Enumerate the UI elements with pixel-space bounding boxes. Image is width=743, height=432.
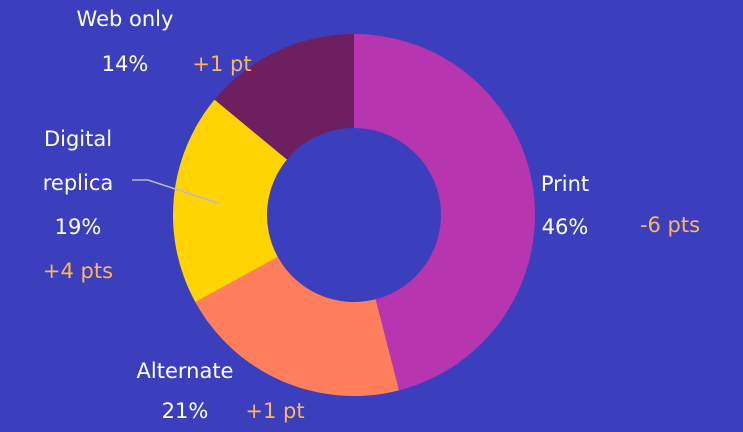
slice-value-label: 19% bbox=[55, 215, 102, 239]
slice-change: -6 pts bbox=[640, 213, 700, 237]
donut-slice bbox=[195, 256, 400, 396]
slice-change: +1 pt bbox=[245, 399, 304, 423]
slice-value-label: 21% bbox=[162, 399, 209, 423]
donut-slice bbox=[173, 99, 287, 303]
donut-slice bbox=[214, 34, 354, 160]
slice-value-label: 14% bbox=[102, 52, 149, 76]
slice-label: Alternate bbox=[137, 359, 234, 383]
donut-slice bbox=[354, 34, 535, 391]
slice-label: Digital replica bbox=[43, 127, 114, 195]
slice-value-label: 46% bbox=[542, 215, 589, 239]
slice-label: Print bbox=[541, 172, 589, 196]
leader-line bbox=[132, 179, 219, 204]
slice-change: +1 pt bbox=[192, 52, 251, 76]
slice-label: Web only bbox=[77, 7, 174, 31]
slice-change: +4 pts bbox=[43, 259, 113, 283]
